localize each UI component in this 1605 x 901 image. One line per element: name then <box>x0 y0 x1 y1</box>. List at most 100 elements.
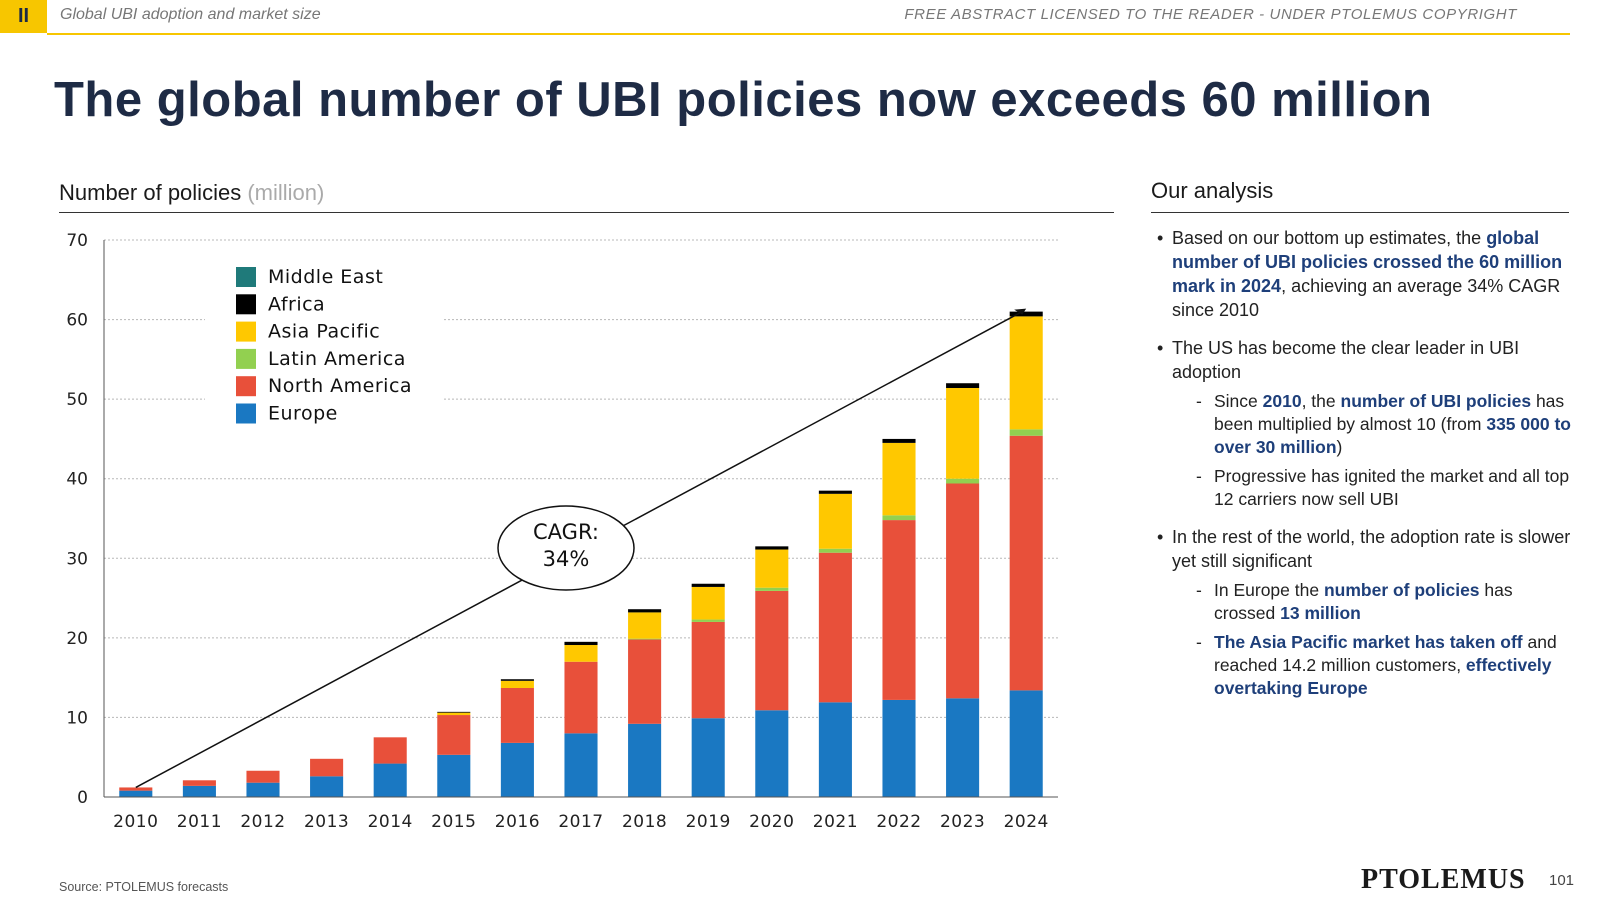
bar-segment <box>437 711 471 713</box>
y-tick-label: 40 <box>66 470 88 490</box>
bar-segment <box>628 639 662 724</box>
cagr-annotation-label: CAGR: <box>533 520 599 544</box>
bar-segment <box>818 552 852 703</box>
highlight-text: number of policies <box>1323 580 1480 600</box>
legend-label: Africa <box>268 293 325 315</box>
section-marker: II <box>0 0 47 33</box>
chart-heading-divider <box>59 212 1114 213</box>
x-tick-label: 2010 <box>113 812 158 832</box>
bar-segment <box>946 698 980 797</box>
text: ) <box>1336 437 1343 457</box>
bar-segment <box>818 548 852 553</box>
x-tick-label: 2021 <box>813 812 858 832</box>
bar-segment <box>1009 690 1043 797</box>
x-tick-label: 2016 <box>495 812 540 832</box>
chart-heading-unit: (million) <box>247 180 325 205</box>
analysis-bullet-global: Based on our bottom up estimates, the gl… <box>1151 226 1571 322</box>
bar-segment <box>628 638 662 640</box>
x-tick-label: 2023 <box>940 812 985 832</box>
header-divider <box>47 33 1570 35</box>
x-tick-label: 2019 <box>686 812 731 832</box>
highlight-text: 2010 <box>1262 391 1302 411</box>
y-tick-label: 10 <box>66 708 88 728</box>
bar-segment <box>564 641 598 646</box>
text: Since <box>1214 391 1263 411</box>
bar-segment <box>691 718 725 797</box>
y-tick-label: 50 <box>66 390 88 410</box>
legend-swatch <box>236 348 256 369</box>
analysis-bullet-us: The US has become the clear leader in UB… <box>1151 336 1571 511</box>
bar-segment <box>500 687 534 743</box>
bar-segment <box>755 587 789 591</box>
analysis-bullet-rest-of-world: In the rest of the world, the adoption r… <box>1151 525 1571 700</box>
x-tick-label: 2014 <box>368 812 413 832</box>
bar-segment <box>564 645 598 662</box>
bar-segment <box>818 493 852 549</box>
bar-segment <box>564 733 598 797</box>
y-tick-label: 30 <box>66 549 88 569</box>
text: In Europe the <box>1214 580 1324 600</box>
highlight-text: The Asia Pacific market has taken off <box>1214 632 1523 652</box>
chart-heading: Number of policies (million) <box>59 180 324 206</box>
analysis-panel: Based on our bottom up estimates, the gl… <box>1151 226 1571 714</box>
bar-segment <box>882 699 916 797</box>
legend-label: Asia Pacific <box>268 321 380 343</box>
cagr-arrowhead <box>1014 308 1027 315</box>
bar-segment <box>500 679 534 681</box>
bar-segment <box>755 549 789 588</box>
text: , the <box>1301 391 1341 411</box>
bar-segment <box>946 483 980 699</box>
bar-segment <box>946 388 980 479</box>
legend-swatch <box>236 376 256 397</box>
bar-segment <box>310 776 344 797</box>
bar-segment <box>755 590 789 711</box>
text: The US has become the clear leader in UB… <box>1172 338 1520 382</box>
legend-swatch <box>236 321 256 342</box>
legend-swatch <box>236 403 256 424</box>
text: , achieving an average 34% CAGR since 20… <box>1172 276 1561 320</box>
bar-segment <box>437 712 471 716</box>
bar-segment <box>882 442 916 516</box>
page-number: 101 <box>1549 872 1575 889</box>
highlight-text: global number of UBI policies crossed th… <box>1172 228 1563 296</box>
x-tick-label: 2011 <box>177 812 222 832</box>
highlight-text: effectively overtaking Europe <box>1214 655 1552 698</box>
bar-segment <box>882 520 916 700</box>
bar-segment <box>946 478 980 484</box>
bar-segment <box>373 737 407 764</box>
ptolemus-logo: PTOLEMUS <box>1361 864 1526 895</box>
legend-swatch <box>236 294 256 315</box>
y-tick-label: 60 <box>66 311 88 331</box>
y-tick-label: 70 <box>66 231 88 251</box>
x-tick-label: 2015 <box>431 812 476 832</box>
bar-segment <box>882 438 916 443</box>
bar-segment <box>818 490 852 494</box>
y-tick-label: 20 <box>66 629 88 649</box>
bar-segment <box>755 546 789 550</box>
bar-segment <box>691 586 725 620</box>
source-note: Source: PTOLEMUS forecasts <box>59 880 229 894</box>
bar-segment <box>437 715 471 755</box>
bar-segment <box>246 770 280 783</box>
legend-label: North America <box>268 375 412 397</box>
bar-segment <box>1009 429 1043 436</box>
bar-segment <box>500 680 534 688</box>
section-title: Global UBI adoption and market size <box>60 6 321 23</box>
text: Progressive has ignited the market and a… <box>1214 466 1570 509</box>
bar-segment <box>500 742 534 797</box>
bar-segment <box>310 758 344 777</box>
bar-segment <box>437 754 471 797</box>
x-tick-label: 2020 <box>749 812 794 832</box>
bar-segment <box>182 785 216 797</box>
legend-label: Latin America <box>268 348 406 370</box>
bar-segment <box>119 790 153 797</box>
y-tick-label: 0 <box>77 788 88 808</box>
analysis-divider <box>1151 212 1569 213</box>
analysis-title: Our analysis <box>1151 178 1274 203</box>
bar-segment <box>628 609 662 613</box>
analysis-sub-us-growth: Since 2010, the number of UBI policies h… <box>1172 390 1571 459</box>
x-tick-label: 2012 <box>240 812 285 832</box>
x-tick-label: 2024 <box>1004 812 1049 832</box>
page-title: The global number of UBI policies now ex… <box>54 73 1433 127</box>
